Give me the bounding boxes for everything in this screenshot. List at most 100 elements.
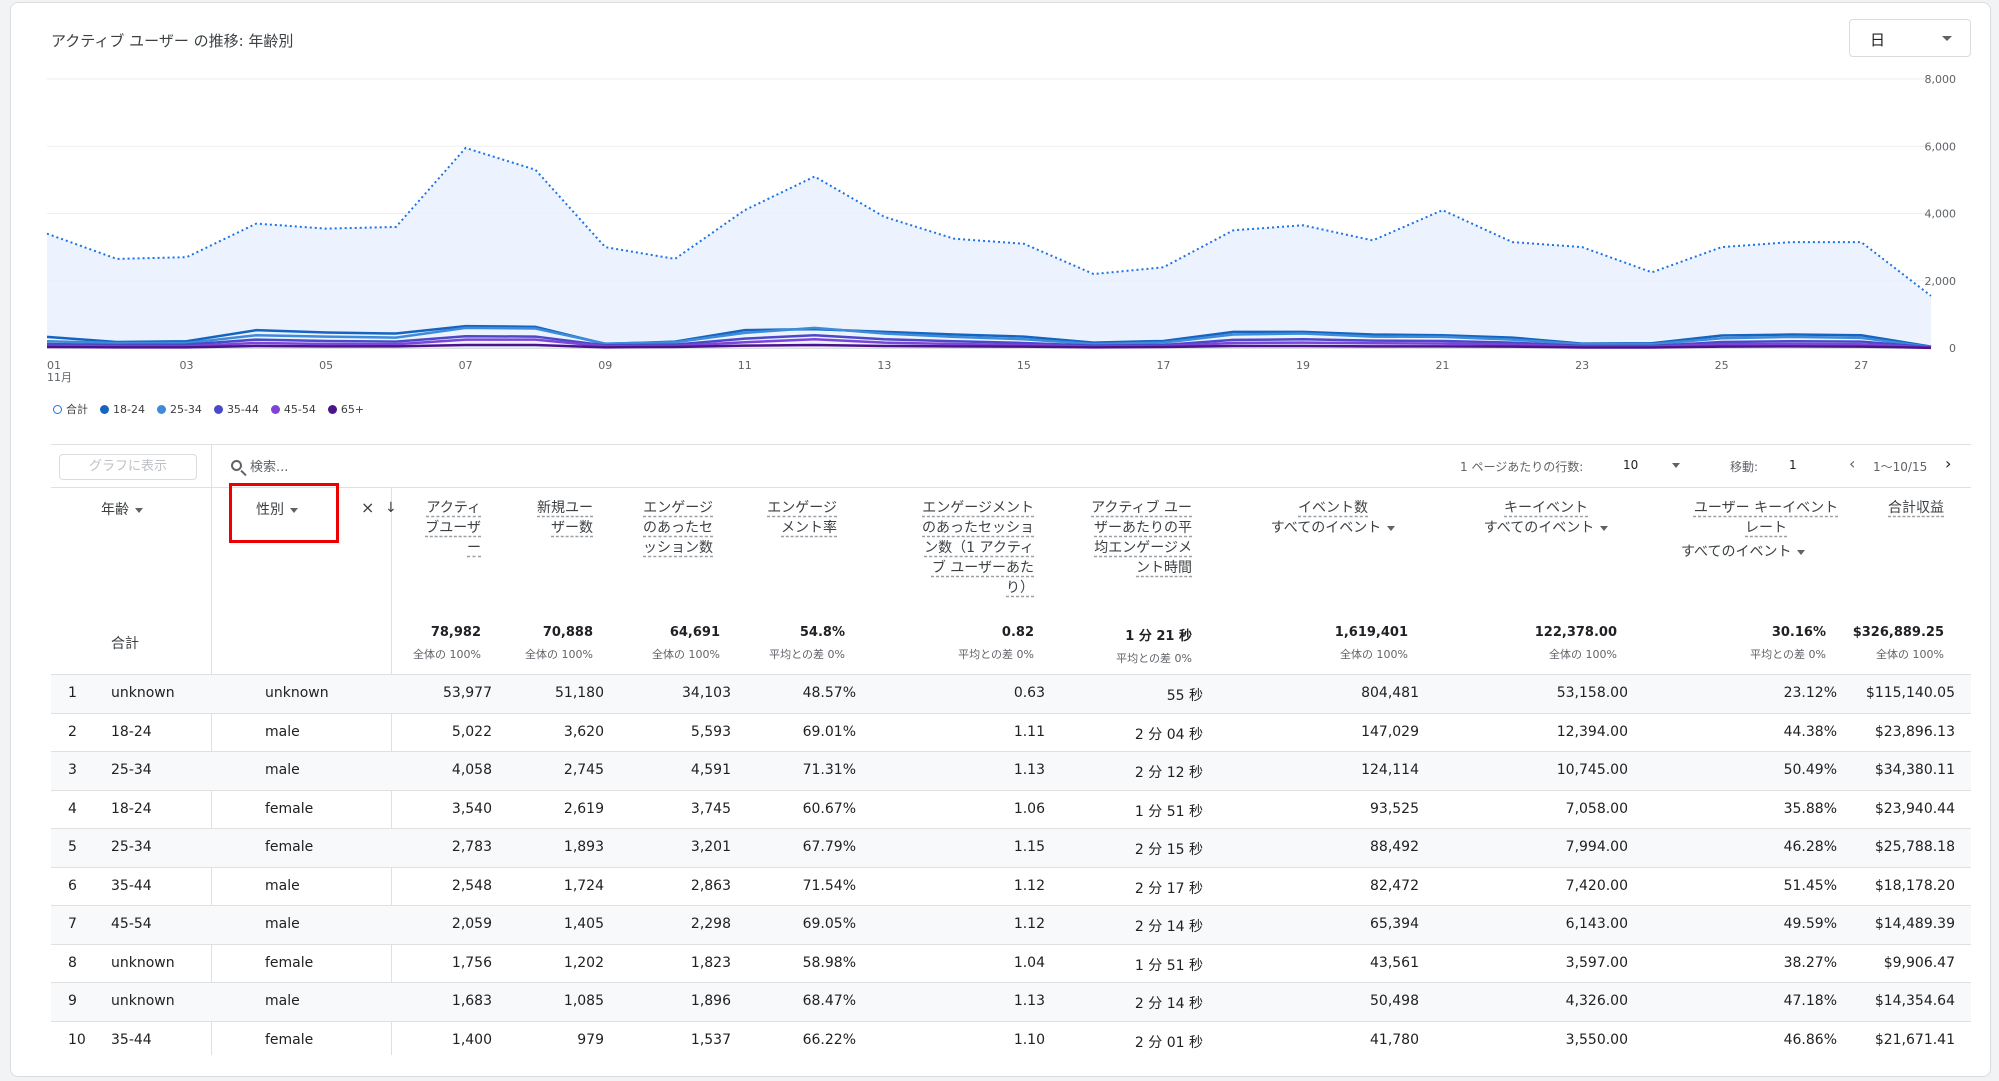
- table-row: 1 unknown unknown 53,977 51,180 34,103 48.57% 0…: [51, 674, 1971, 713]
- total-key-events: 122,378.00 全体の 100%: [1534, 625, 1617, 661]
- cell-newusers: 1,405: [563, 916, 604, 932]
- rows-per-page-label: 1 ページあたりの行数:: [1460, 460, 1584, 474]
- cell-revenue: $115,140.05: [1865, 685, 1955, 701]
- cell-revenue: $23,896.13: [1874, 723, 1955, 740]
- table-row: 2 18-24 male 5,022 3,620 5,593 69.01% 1.11 2 分 0…: [51, 712, 1971, 752]
- cell-active: 53,977: [443, 685, 492, 701]
- cell-keyev: 3,550.00: [1565, 1031, 1628, 1048]
- cell-revenue: $21,671.41: [1874, 1031, 1955, 1048]
- total-new-users: 70,888 全体の 100%: [525, 625, 593, 661]
- col-header-total-revenue[interactable]: 合計収益: [1888, 500, 1944, 516]
- cell-keyev: 10,745.00: [1556, 762, 1628, 778]
- total-revenue: $326,889.25 全体の 100%: [1852, 625, 1944, 661]
- cell-engrate: 69.01%: [802, 723, 856, 740]
- legend-item[interactable]: 18-24: [100, 401, 145, 417]
- cell-engper: 1.15: [1013, 839, 1045, 855]
- cell-events: 124,114: [1361, 762, 1419, 778]
- legend-item[interactable]: 25-34: [156, 401, 202, 417]
- cell-age: 18-24: [111, 723, 152, 740]
- x-tick-label: 11: [738, 359, 752, 372]
- legend-item[interactable]: 合計: [53, 401, 88, 417]
- y-tick-label: 8,000: [1925, 73, 1957, 86]
- legend-item[interactable]: 65+: [327, 401, 364, 417]
- cell-avgtime: 2 分 04 秒: [1134, 726, 1203, 743]
- row-index: 4: [68, 800, 77, 817]
- x-axis-month-label: 11月: [47, 371, 72, 384]
- plot-on-chart-button[interactable]: グラフに表示: [59, 454, 197, 480]
- remove-dimension-icon[interactable]: ×: [361, 498, 375, 517]
- x-tick-label: 01: [47, 359, 61, 372]
- report-card: アクティブ ユーザー の推移: 年齢別 日 8,000 6,000 4,000 2,0…: [10, 2, 1991, 1077]
- next-page-icon[interactable]: ›: [1945, 454, 1952, 473]
- col-header-key-events[interactable]: キーイベント すべてのイベント: [1471, 498, 1621, 538]
- table-row: 9 unknown male 1,683 1,085 1,896 68.47% 1.13 2 分…: [51, 982, 1971, 1021]
- table-row: 10 35-44 female 1,400 979 1,537 66.22% 1.10 2 分 …: [51, 1020, 1971, 1060]
- goto-input[interactable]: 1: [1789, 458, 1797, 472]
- cell-gender: female: [265, 800, 314, 817]
- col-header-engaged-per-user[interactable]: エンゲージメント のあったセッショ ン数（1 アクティブ ユーザーあた り）: [922, 500, 1034, 596]
- cell-ukrate: 50.49%: [1783, 762, 1837, 778]
- cell-engaged: 1,537: [690, 1031, 731, 1048]
- cell-engaged: 4,591: [690, 762, 731, 778]
- col-header-engaged-sessions[interactable]: エンゲージ のあったセ ッション数: [643, 500, 713, 556]
- cell-active: 2,548: [451, 877, 492, 894]
- cell-gender: male: [265, 762, 300, 778]
- cell-engrate: 48.57%: [802, 685, 856, 701]
- total-engaged-sessions: 64,691 全体の 100%: [652, 625, 720, 661]
- cell-events: 93,525: [1370, 800, 1419, 817]
- x-tick-label: 09: [598, 359, 612, 372]
- cell-events: 50,498: [1370, 993, 1419, 1009]
- col-header-engagement-rate[interactable]: エンゲージ メント率: [767, 500, 837, 536]
- cell-active: 1,683: [451, 993, 492, 1009]
- cell-active: 2,059: [451, 916, 492, 932]
- legend-item[interactable]: 35-44: [213, 401, 259, 417]
- prev-page-icon[interactable]: ‹: [1849, 454, 1856, 473]
- cell-engper: 1.12: [1013, 916, 1045, 932]
- cell-engper: 1.11: [1013, 723, 1045, 740]
- chevron-down-icon: [135, 507, 143, 513]
- legend-item[interactable]: 45-54: [270, 401, 316, 417]
- table-row: 8 unknown female 1,756 1,202 1,823 58.98% 1.04 1…: [51, 943, 1971, 983]
- cell-ukrate: 23.12%: [1783, 685, 1837, 701]
- cell-ukrate: 47.18%: [1783, 993, 1837, 1009]
- cell-avgtime: 2 分 14 秒: [1134, 919, 1203, 935]
- search-input[interactable]: 検索...: [250, 460, 289, 475]
- x-tick-label: 15: [1017, 359, 1031, 372]
- cell-engrate: 69.05%: [802, 916, 856, 932]
- cell-keyev: 7,420.00: [1565, 877, 1628, 894]
- legend-swatch: [213, 404, 223, 414]
- cell-avgtime: 2 分 12 秒: [1134, 765, 1203, 781]
- col-header-active-users[interactable]: ↓ アクティ ブユーザー: [385, 500, 481, 556]
- cell-active: 1,756: [451, 954, 492, 971]
- cell-ukrate: 51.45%: [1783, 877, 1837, 894]
- total-events: 1,619,401 全体の 100%: [1334, 625, 1408, 661]
- cell-newusers: 1,893: [563, 839, 604, 855]
- col-header-gender[interactable]: 性別: [256, 500, 298, 520]
- cell-engrate: 60.67%: [802, 800, 856, 817]
- cell-engper: 1.10: [1013, 1031, 1045, 1048]
- legend-label: 25-34: [169, 402, 202, 416]
- sort-desc-icon: ↓: [385, 500, 397, 516]
- x-tick-label: 05: [319, 359, 333, 372]
- cell-keyev: 6,143.00: [1565, 916, 1628, 932]
- cell-gender: unknown: [265, 685, 329, 701]
- rows-per-page-value: 10: [1623, 458, 1639, 472]
- col-header-events[interactable]: イベント数 すべてのイベント: [1258, 498, 1408, 538]
- period-select[interactable]: 日: [1849, 19, 1971, 57]
- cell-active: 3,540: [451, 800, 492, 817]
- cell-engper: 1.06: [1013, 800, 1045, 817]
- col-header-avg-engagement-time[interactable]: アクティブ ユー ザーあたりの平 均エンゲージメ ント時間: [1091, 500, 1192, 576]
- col-header-user-key-event-rate[interactable]: ユーザー キーイベント レート すべてのイベント: [1681, 500, 1839, 560]
- col-header-new-users[interactable]: 新規ユー ザー数: [537, 500, 593, 536]
- y-tick-label: 4,000: [1925, 208, 1957, 221]
- search-field[interactable]: 検索...: [231, 456, 288, 475]
- col-header-age[interactable]: 年齢: [101, 500, 143, 520]
- chart-title: アクティブ ユーザー の推移: 年齢別: [51, 32, 294, 50]
- cell-age: 35-44: [111, 877, 152, 894]
- chevron-down-icon: [290, 507, 298, 513]
- rows-per-page-select[interactable]: 10: [1623, 458, 1681, 472]
- search-icon: [231, 460, 242, 471]
- total-avg-engagement-time: 1 分 21 秒平均との差 0%: [1116, 629, 1192, 665]
- cell-engrate: 67.79%: [802, 839, 856, 855]
- cell-age: 25-34: [111, 762, 152, 778]
